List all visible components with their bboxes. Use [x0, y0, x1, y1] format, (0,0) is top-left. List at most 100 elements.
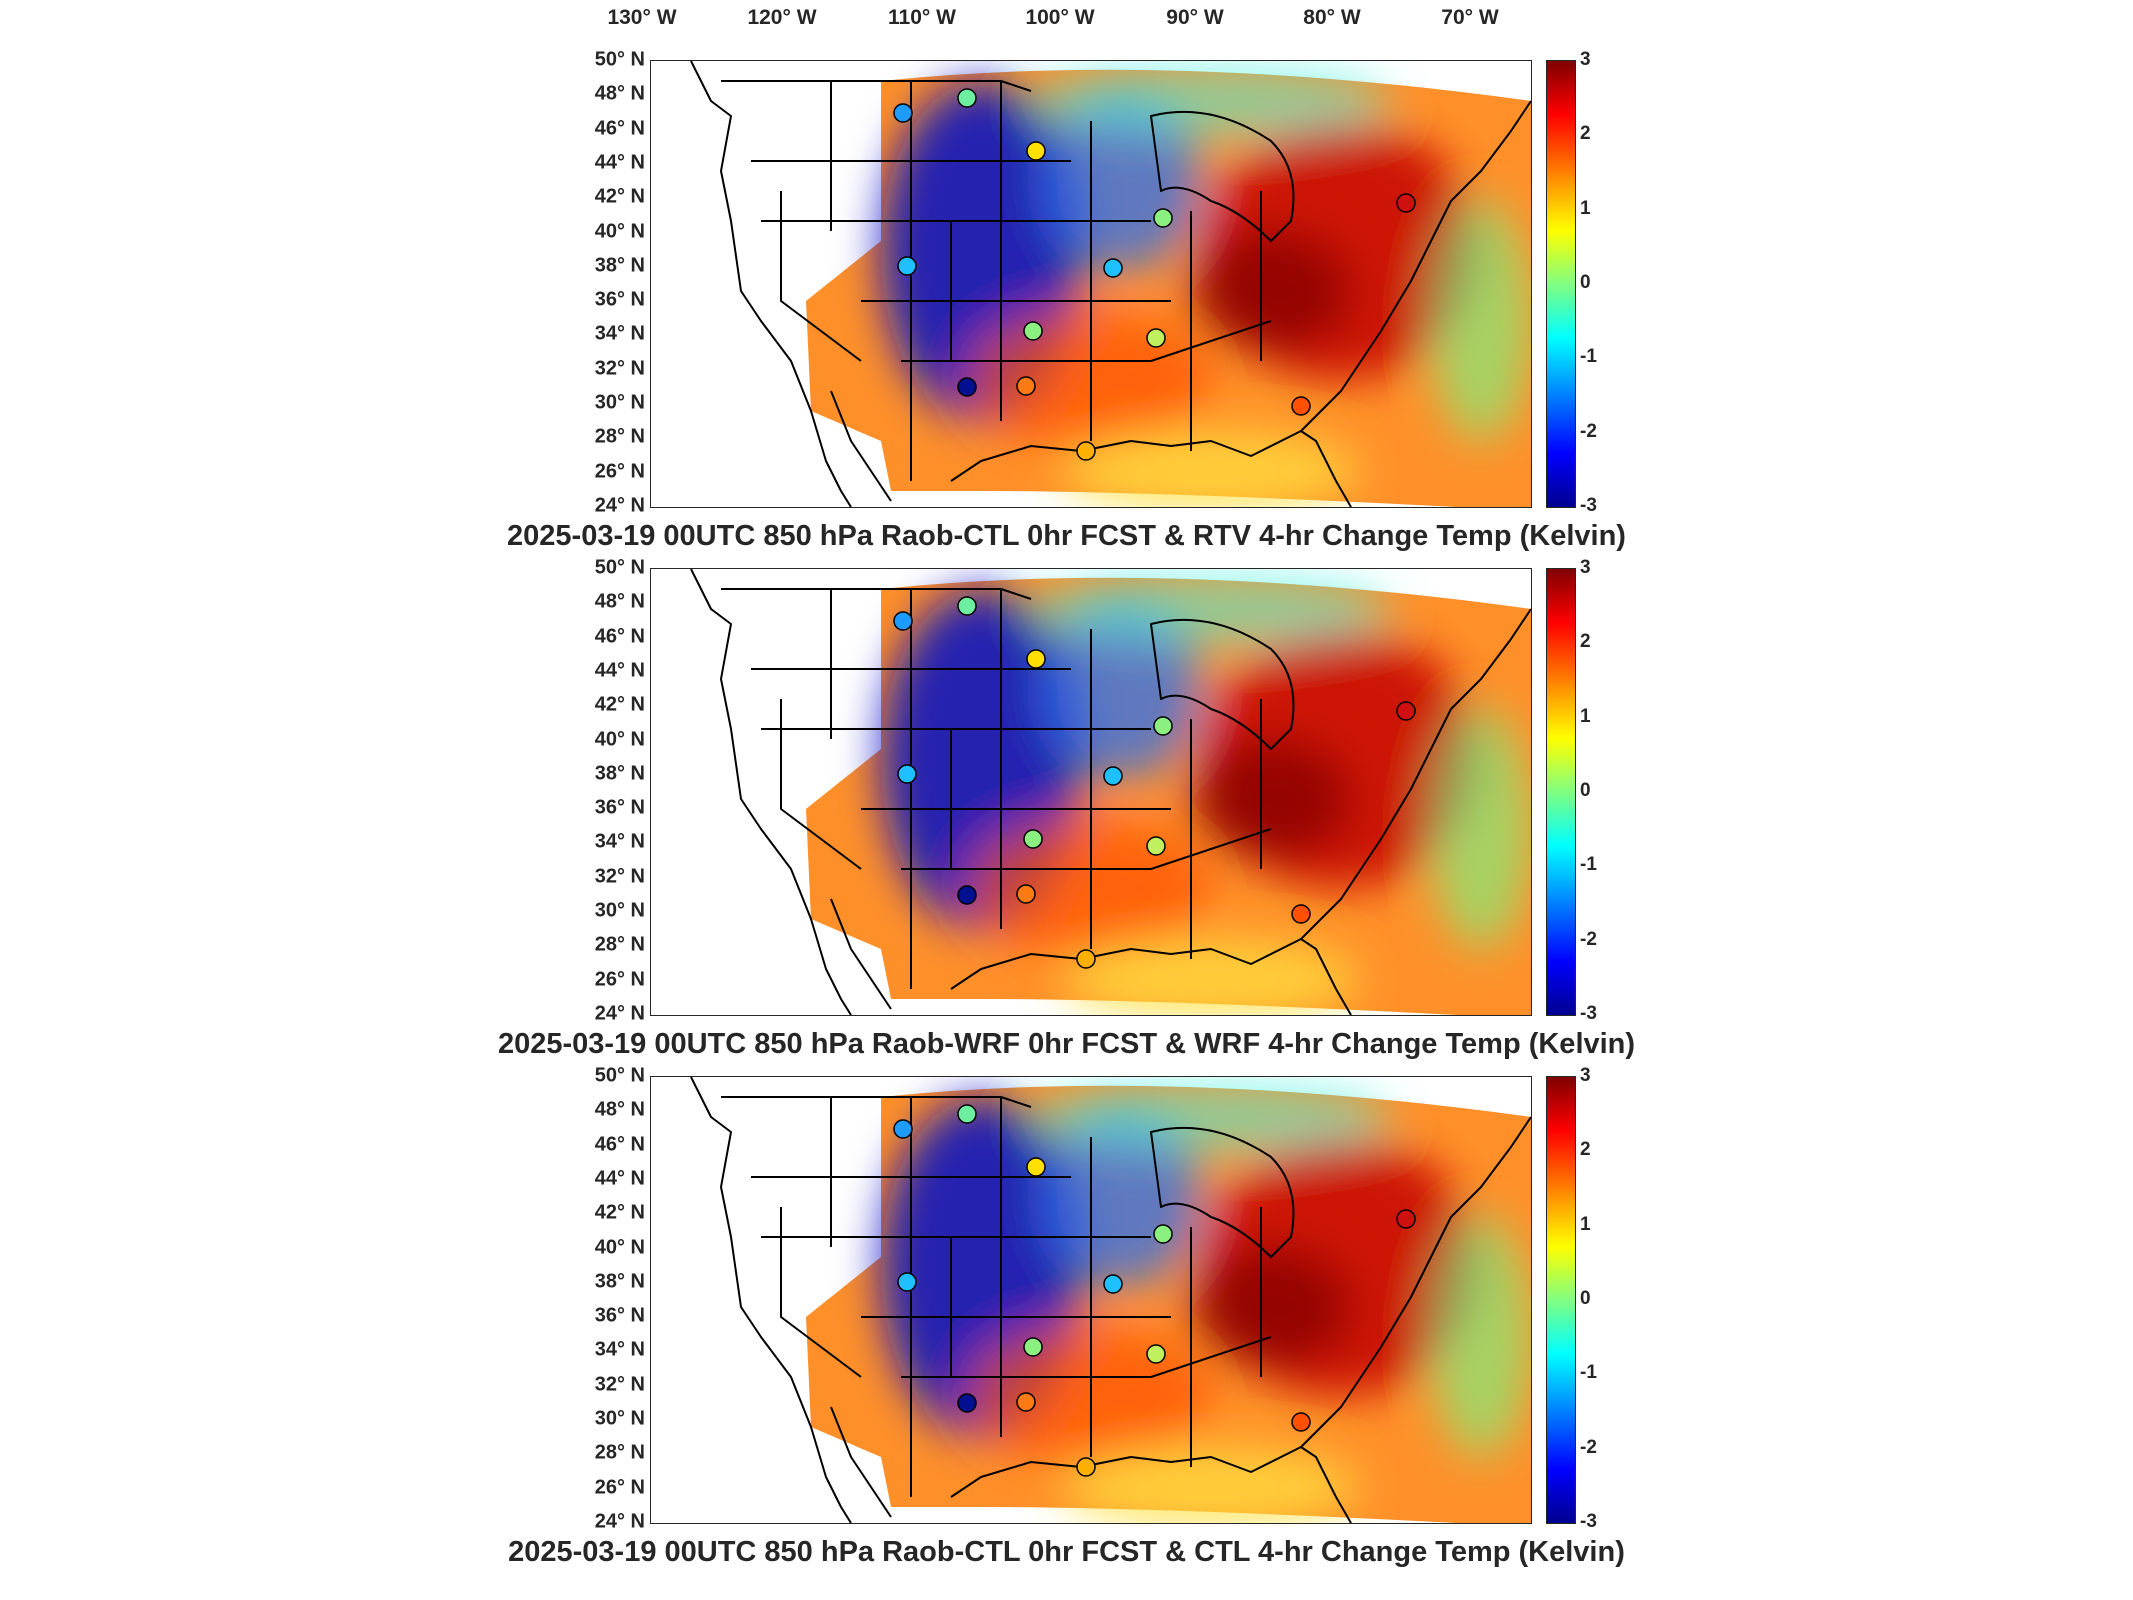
lat-tick-label: 34° N: [594, 1338, 645, 1361]
latitude-axis: 50° N 48° N 46° N 44° N 42° N 40° N 38° N 36° N…: [560, 557, 645, 1025]
raob-station-marker: [1016, 376, 1036, 396]
lon-tick-label: 70° W: [1441, 6, 1499, 29]
west-coastline: [690, 61, 852, 507]
raob-station-marker: [1153, 1224, 1173, 1244]
raob-station-marker: [1146, 1344, 1166, 1364]
political-boundaries: [690, 569, 1531, 1015]
map-frame: [650, 568, 1532, 1016]
lat-tick-label: 42° N: [594, 693, 645, 716]
map-frame: [650, 1076, 1532, 1524]
lon-tick-label: 120° W: [747, 6, 817, 29]
colorbar-tick-label: 0: [1580, 780, 1591, 801]
raob-station-marker: [1026, 1157, 1046, 1177]
lat-tick-label: 44° N: [594, 1167, 645, 1190]
temperature-field: [806, 66, 1531, 507]
raob-station-marker: [897, 764, 917, 784]
field-anomaly-blobs: [881, 1082, 1531, 1523]
lat-tick-label: 26° N: [594, 460, 645, 483]
gulf-coastline: [950, 430, 1302, 482]
raob-station-marker: [1396, 193, 1416, 213]
lat-tick-label: 38° N: [594, 254, 645, 277]
west-coastline: [690, 1077, 852, 1523]
colorbar-tick-label: -1: [1580, 346, 1597, 368]
florida-peninsula: [1300, 430, 1352, 507]
field-blob-cool-north: [1031, 1082, 1391, 1152]
colorbar-ticks: 3 2 1 0 -1 -2 -3: [1580, 557, 1620, 1024]
lat-tick-label: 48° N: [594, 1098, 645, 1121]
lat-tick-label: 28° N: [594, 1441, 645, 1464]
raob-station-marker: [893, 611, 913, 631]
lat-tick-label: 44° N: [594, 151, 645, 174]
colorbar-ticks: 3 2 1 0 -1 -2 -3: [1580, 1065, 1620, 1532]
panel-title: 2025-03-19 00UTC 850 hPa Raob-WRF 0hr FC…: [497, 1028, 1636, 1060]
state-line-horizontal-4: [901, 828, 1272, 870]
field-anomaly-blobs: [881, 66, 1531, 507]
lat-tick-label: 26° N: [594, 1476, 645, 1499]
field-blob-hot-east: [1191, 1247, 1351, 1367]
colorbar-tick-label: 3: [1580, 557, 1591, 578]
lat-tick-label: 48° N: [594, 590, 645, 613]
colorbar: [1546, 568, 1576, 1016]
raob-station-marker: [1291, 1412, 1311, 1432]
lat-tick-label: 36° N: [594, 288, 645, 311]
field-blob-cool-north: [1031, 574, 1391, 644]
raob-station-marker: [1153, 716, 1173, 736]
lat-tick-label: 28° N: [594, 425, 645, 448]
colorbar-tick-label: -3: [1580, 495, 1597, 516]
colorbar-tick-label: -2: [1580, 1436, 1597, 1458]
colorbar-tick-label: -2: [1580, 928, 1597, 950]
colorbar-tick-label: -2: [1580, 420, 1597, 442]
lat-tick-label: 46° N: [594, 625, 645, 648]
raob-station-marker: [1291, 904, 1311, 924]
lat-tick-label: 38° N: [594, 1270, 645, 1293]
great-lakes: [1150, 1126, 1295, 1258]
raob-station-marker: [1076, 441, 1096, 461]
raob-station-marker: [1023, 1337, 1043, 1357]
raob-station-marker: [1023, 829, 1043, 849]
lat-tick-label: 28° N: [594, 933, 645, 956]
raob-stations: [893, 596, 1416, 969]
colorbar-tick-label: -1: [1580, 1362, 1597, 1384]
raob-station-marker: [1023, 321, 1043, 341]
raob-station-marker: [1291, 396, 1311, 416]
raob-station-marker: [1146, 328, 1166, 348]
field-blob-mild-gulf: [1061, 431, 1361, 507]
lat-tick-label: 44° N: [594, 659, 645, 682]
field-blob-cool-atlantic: [1431, 1217, 1531, 1457]
east-coastline: [1300, 100, 1531, 432]
colorbar-tick-label: -3: [1580, 1003, 1597, 1024]
colorbar-tick-label: 1: [1580, 705, 1591, 727]
field-blob-cool-atlantic: [1431, 709, 1531, 949]
colorbar-tick-label: 1: [1580, 1213, 1591, 1235]
west-coastline: [690, 569, 852, 1015]
field-blob-hot-east: [1191, 739, 1351, 859]
lat-tick-label: 50° N: [594, 48, 645, 71]
state-line-vertical-7: [780, 191, 862, 362]
field-blob-mild-gulf: [1061, 939, 1361, 1015]
field-blob-mild-gulf: [1061, 1447, 1361, 1523]
colorbar-tick-label: -3: [1580, 1511, 1597, 1532]
colorbar-ticks: 3 2 1 0 -1 -2 -3: [1580, 49, 1620, 516]
lat-tick-label: 24° N: [594, 494, 645, 517]
lat-tick-label: 42° N: [594, 1201, 645, 1224]
raob-station-marker: [893, 103, 913, 123]
lat-tick-label: 30° N: [594, 1407, 645, 1430]
lat-tick-label: 32° N: [594, 865, 645, 888]
temperature-field: [806, 1082, 1531, 1523]
lat-tick-label: 26° N: [594, 968, 645, 991]
colorbar-tick-label: 0: [1580, 272, 1591, 293]
lat-tick-label: 40° N: [594, 1236, 645, 1259]
florida-peninsula: [1300, 938, 1352, 1015]
raob-station-marker: [957, 88, 977, 108]
raob-station-marker: [1396, 701, 1416, 721]
lat-tick-label: 32° N: [594, 357, 645, 380]
raob-station-marker: [1103, 258, 1123, 278]
temperature-field: [806, 574, 1531, 1015]
gulf-coastline: [950, 1446, 1302, 1498]
field-blob-cool-north: [1031, 66, 1391, 136]
state-line-vertical-7: [780, 1207, 862, 1378]
raob-station-marker: [957, 377, 977, 397]
state-line-horizontal-4: [901, 1336, 1272, 1378]
lat-tick-label: 24° N: [594, 1002, 645, 1025]
field-blob-cool-atlantic: [1431, 201, 1531, 441]
